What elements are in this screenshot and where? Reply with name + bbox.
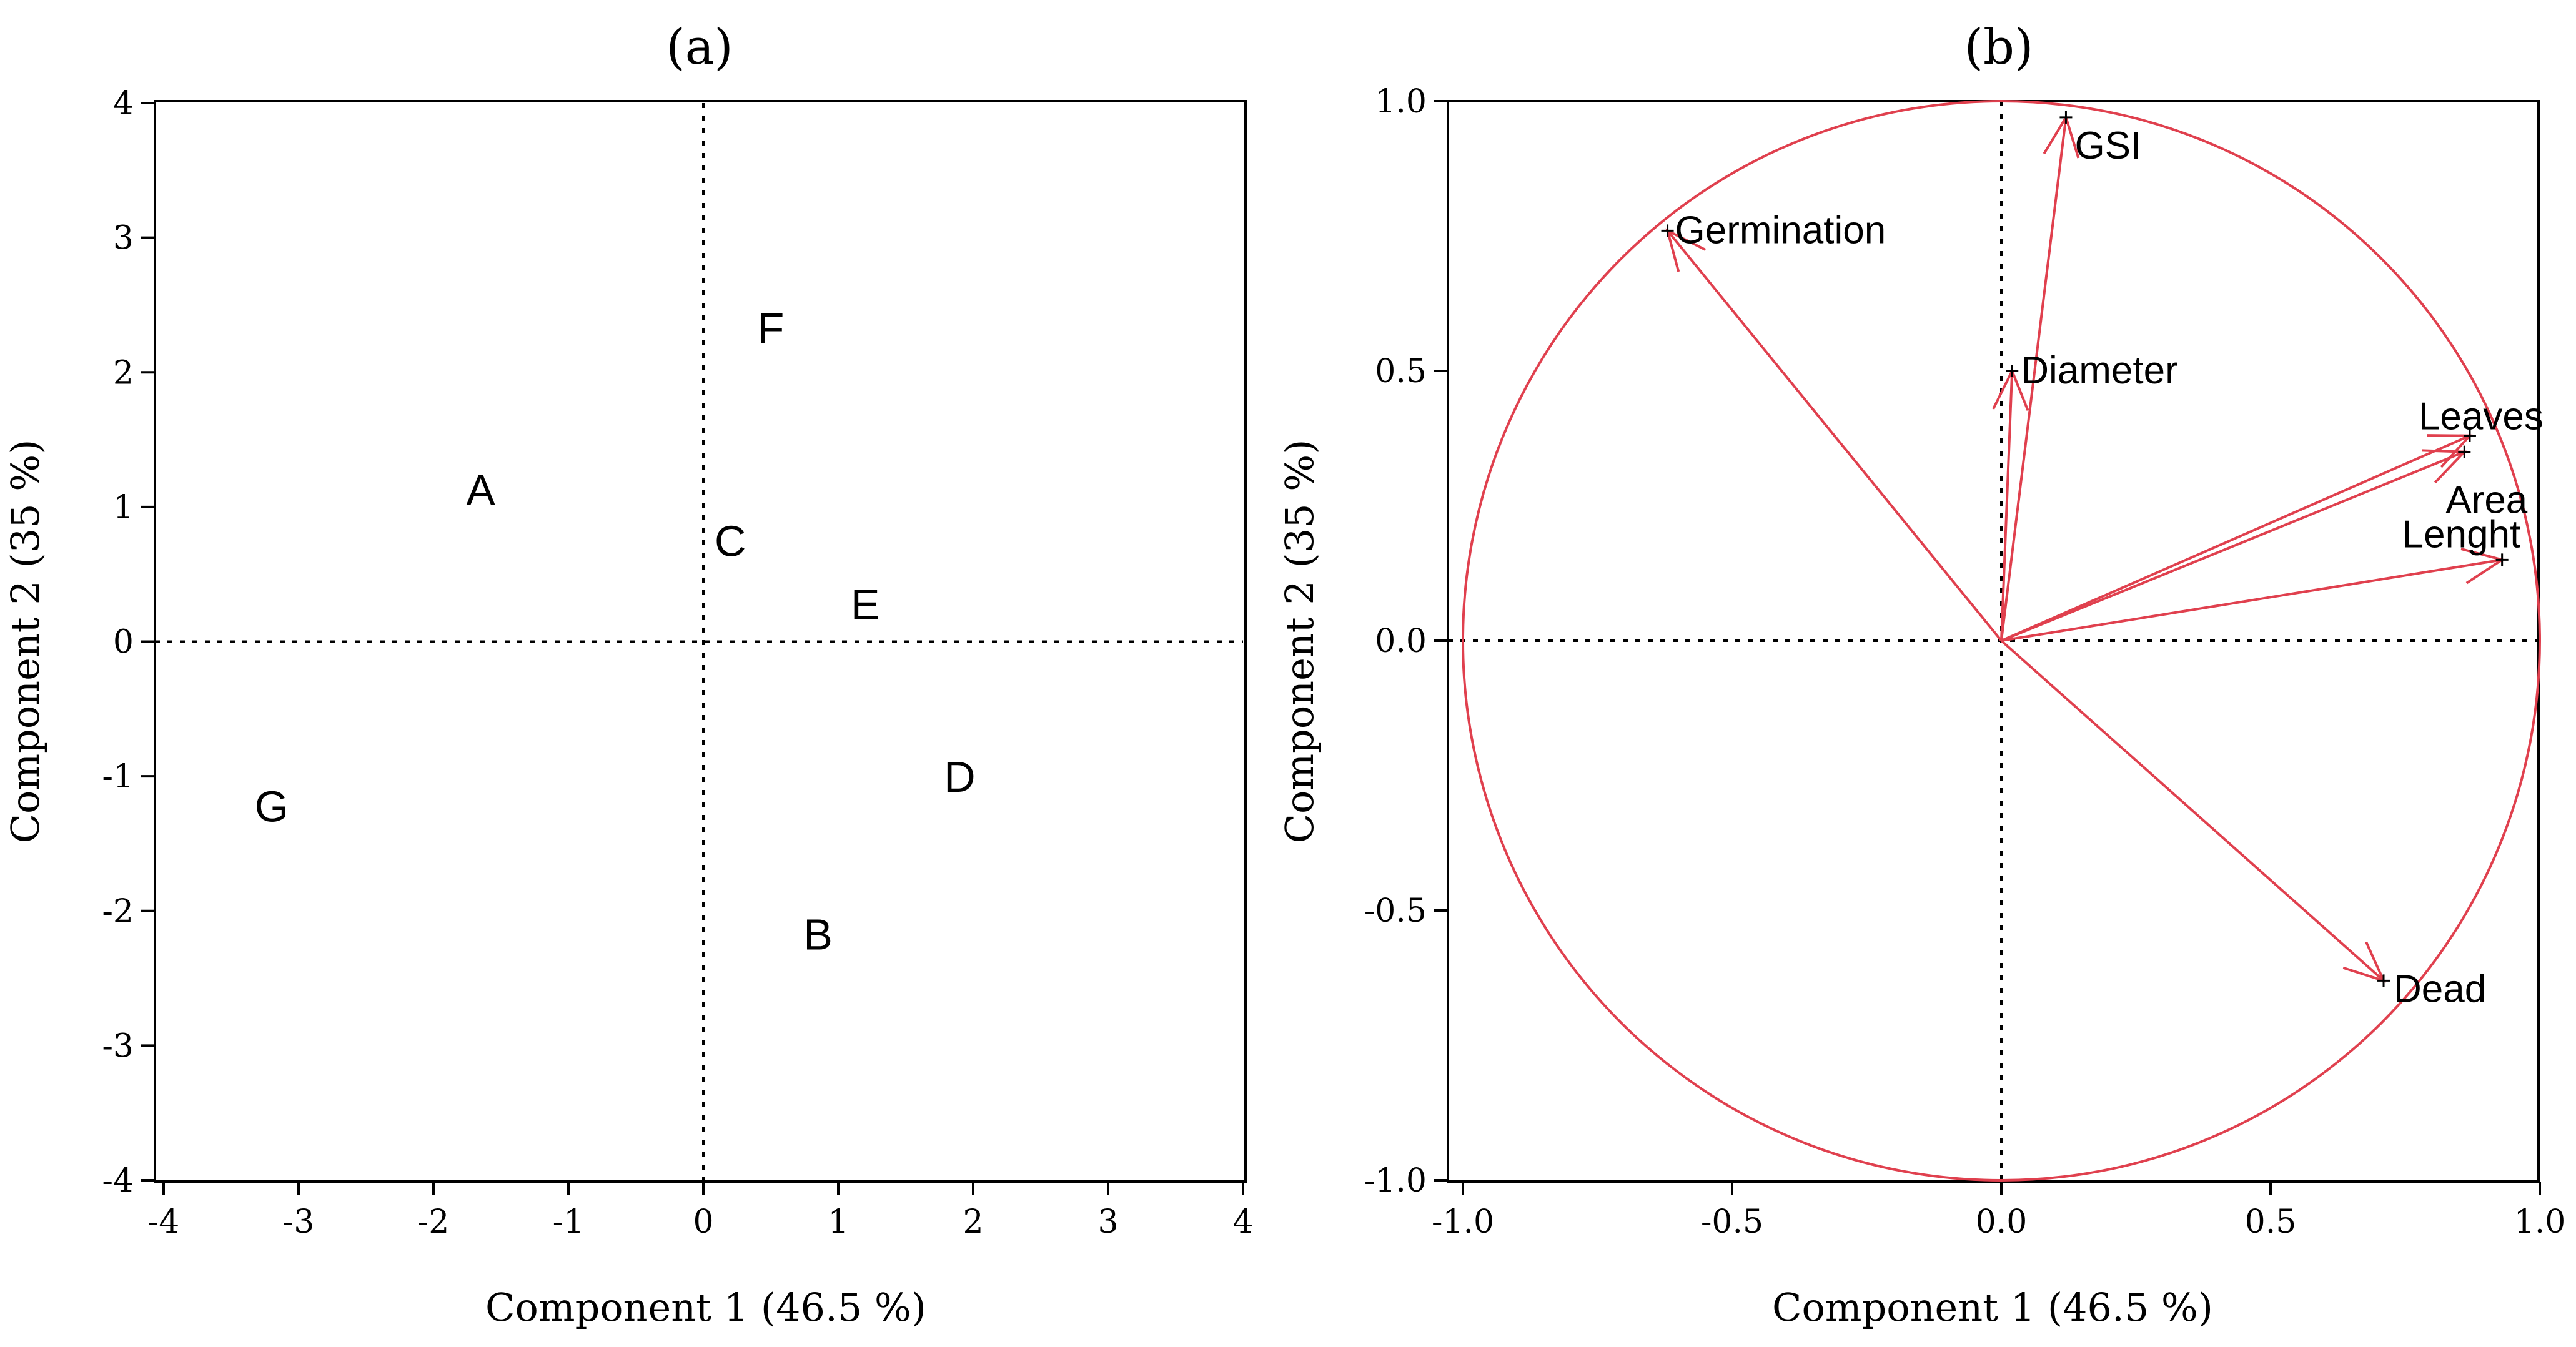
panel-b-x-tick-label: 0.5 [2245, 1203, 2297, 1241]
panel-a-points: A B C D E F G [255, 304, 976, 959]
panel-a-y-tick-label: -1 [102, 758, 134, 796]
panel-b-x-tick-label: 1.0 [2514, 1203, 2566, 1241]
vector-tip-marker-lenght [2495, 553, 2509, 566]
panel-a-y-tick-label: -3 [102, 1027, 134, 1065]
panel-a-y-tick-label: 1 [113, 489, 134, 526]
panel-b-y-axis-label: Component 2 (35 %) [1277, 440, 1322, 844]
panel-b-y-ticks: 1.0 0.5 0.0 -0.5 -1.0 [1364, 83, 1448, 1200]
vector-tip-marker-germination [1661, 224, 1674, 237]
panel-a-score-plot: (a) -4 -3 -2 -1 0 1 2 3 4 4 3 2 1 0 -1 -2 -3 -4 A B C D … [2, 19, 1254, 1330]
panel-a-y-tick-label: 4 [113, 85, 134, 122]
point-label-f: F [758, 304, 785, 353]
point-label-c: C [715, 517, 746, 566]
vector-tip-marker-leaves [2463, 429, 2476, 442]
panel-b-vectors [1661, 111, 2509, 987]
point-label-b: B [803, 910, 833, 959]
panel-b-x-tick-label: 0.0 [1976, 1203, 2028, 1241]
panel-a-y-tick-label: 3 [113, 220, 134, 257]
panel-a-x-tick-label: -1 [553, 1203, 585, 1241]
vector-label-gsi: GSI [2074, 124, 2141, 167]
panel-a-y-tick-label: 2 [113, 354, 134, 392]
point-label-a: A [466, 466, 495, 515]
panel-a-x-axis-label: Component 1 (46.5 %) [485, 1285, 926, 1330]
panel-a-x-tick-label: 2 [963, 1203, 983, 1241]
panel-a-y-axis-label: Component 2 (35 %) [2, 440, 48, 844]
vector-tip-marker-dead [2377, 974, 2390, 987]
point-label-g: G [255, 782, 289, 831]
panel-a-x-tick-label: 0 [693, 1203, 713, 1241]
panel-a-y-tick-label: -4 [102, 1162, 134, 1200]
panel-a-y-ticks: 4 3 2 1 0 -1 -2 -3 -4 [102, 85, 155, 1200]
vector-label-dead: Dead [2394, 967, 2486, 1010]
panel-b-y-tick-label: 1.0 [1375, 83, 1427, 121]
panel-b-correlation-circle: (b) -1.0 -0.5 0.0 0.5 1.0 1.00.50.0-0.5-1.0 … [1277, 19, 2565, 1330]
vector-label-germination: Germination [1675, 209, 1886, 252]
panel-a-x-tick-label: 3 [1097, 1203, 1118, 1241]
vector-germination [1667, 230, 2003, 642]
panel-a-x-tick-label: -2 [418, 1203, 450, 1241]
vector-lenght [2001, 558, 2502, 642]
panel-b-y-tick-label: 0.5 [1375, 353, 1427, 390]
panel-b-x-ticks: -1.0 -0.5 0.0 0.5 1.0 [1432, 1182, 2565, 1241]
panel-b-x-axis-label: Component 1 (46.5 %) [1772, 1285, 2213, 1330]
panel-a-x-tick-label: 4 [1232, 1203, 1253, 1241]
panel-a-x-tick-label: 1 [828, 1203, 848, 1241]
vector-area [2001, 450, 2465, 642]
unit-circle [1462, 100, 2541, 1182]
vector-diameter [2000, 370, 2014, 641]
panel-b-vector-labels: GSI Germination Diameter Leaves Area Len… [1675, 124, 2544, 1010]
panel-a-y-tick-label: -2 [102, 893, 134, 930]
vector-tip-marker-diameter [2006, 365, 2019, 377]
panel-b-x-tick-label: -0.5 [1701, 1203, 1763, 1241]
panel-b-y-tick-label: -0.5 [1364, 892, 1427, 930]
vector-gsi [2000, 117, 2068, 641]
panel-b-x-tick-label: -1.0 [1432, 1203, 1494, 1241]
vector-label-leaves: Leaves [2419, 395, 2544, 438]
point-label-e: E [851, 580, 880, 629]
panel-b-y-tick-label: -1.0 [1364, 1162, 1427, 1200]
vector-label-lenght: Lenght [2402, 513, 2521, 556]
vector-tip-marker-gsi [2059, 111, 2073, 124]
panel-a-x-tick-label: -4 [148, 1203, 180, 1241]
point-label-d: D [944, 752, 976, 801]
panel-b-title: (b) [1964, 19, 2034, 76]
panel-a-y-tick-label: 0 [113, 624, 134, 661]
panel-b-y-tick-label: 0.0 [1375, 623, 1427, 660]
vector-label-area: Area [2445, 479, 2527, 522]
panel-a-title: (a) [666, 19, 733, 76]
vector-label-diameter: Diameter [2021, 349, 2178, 392]
panel-a-x-tick-label: -3 [283, 1203, 315, 1241]
vector-tip-marker-area [2458, 445, 2471, 458]
panel-a-x-ticks: -4 -3 -2 -1 0 1 2 3 4 [148, 1182, 1254, 1241]
vector-leaves [2001, 434, 2470, 642]
vector-dead [2000, 639, 2385, 982]
